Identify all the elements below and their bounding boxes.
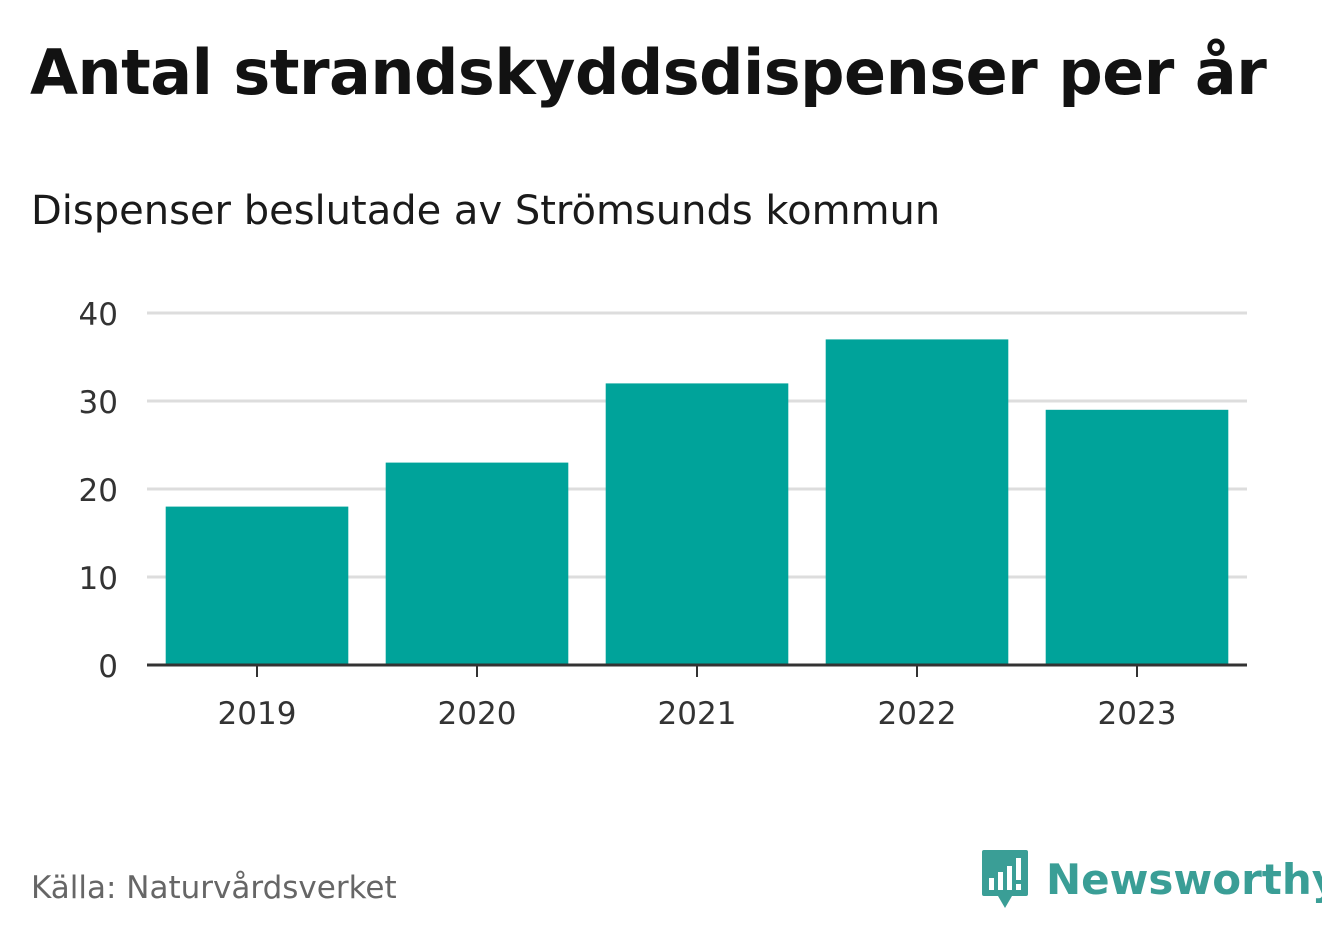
x-tick-label-2019: 2019 bbox=[218, 696, 297, 732]
x-tick-label-2020: 2020 bbox=[438, 696, 517, 732]
x-tick-label-2021: 2021 bbox=[658, 696, 737, 732]
chart-title: Antal strandskyddsdispenser per år bbox=[30, 36, 1267, 109]
y-tick-label: 10 bbox=[79, 561, 118, 597]
y-tick-label: 40 bbox=[79, 297, 118, 333]
axes: 0 10 20 30 40 2019 2020 2021 2022 2023 bbox=[79, 297, 1247, 732]
bar-2020 bbox=[385, 462, 569, 665]
y-tick-label: 30 bbox=[79, 385, 118, 421]
bar-2021 bbox=[605, 383, 789, 665]
bar-2023 bbox=[1045, 409, 1229, 665]
brand-logo: Newsworthy bbox=[980, 848, 1322, 910]
y-tick-label: 20 bbox=[79, 473, 118, 509]
x-tick-label-2023: 2023 bbox=[1098, 696, 1177, 732]
y-tick-label: 0 bbox=[98, 649, 118, 685]
chart-subtitle: Dispenser beslutade av Strömsunds kommun bbox=[31, 188, 941, 234]
source-note: Källa: Naturvårdsverket bbox=[31, 870, 397, 906]
brand-name: Newsworthy bbox=[1046, 854, 1322, 904]
newsworthy-logo-icon bbox=[982, 850, 1028, 908]
bar-2022 bbox=[825, 339, 1009, 665]
bars bbox=[165, 339, 1229, 665]
x-tick-label-2022: 2022 bbox=[878, 696, 957, 732]
bar-2019 bbox=[165, 506, 349, 665]
